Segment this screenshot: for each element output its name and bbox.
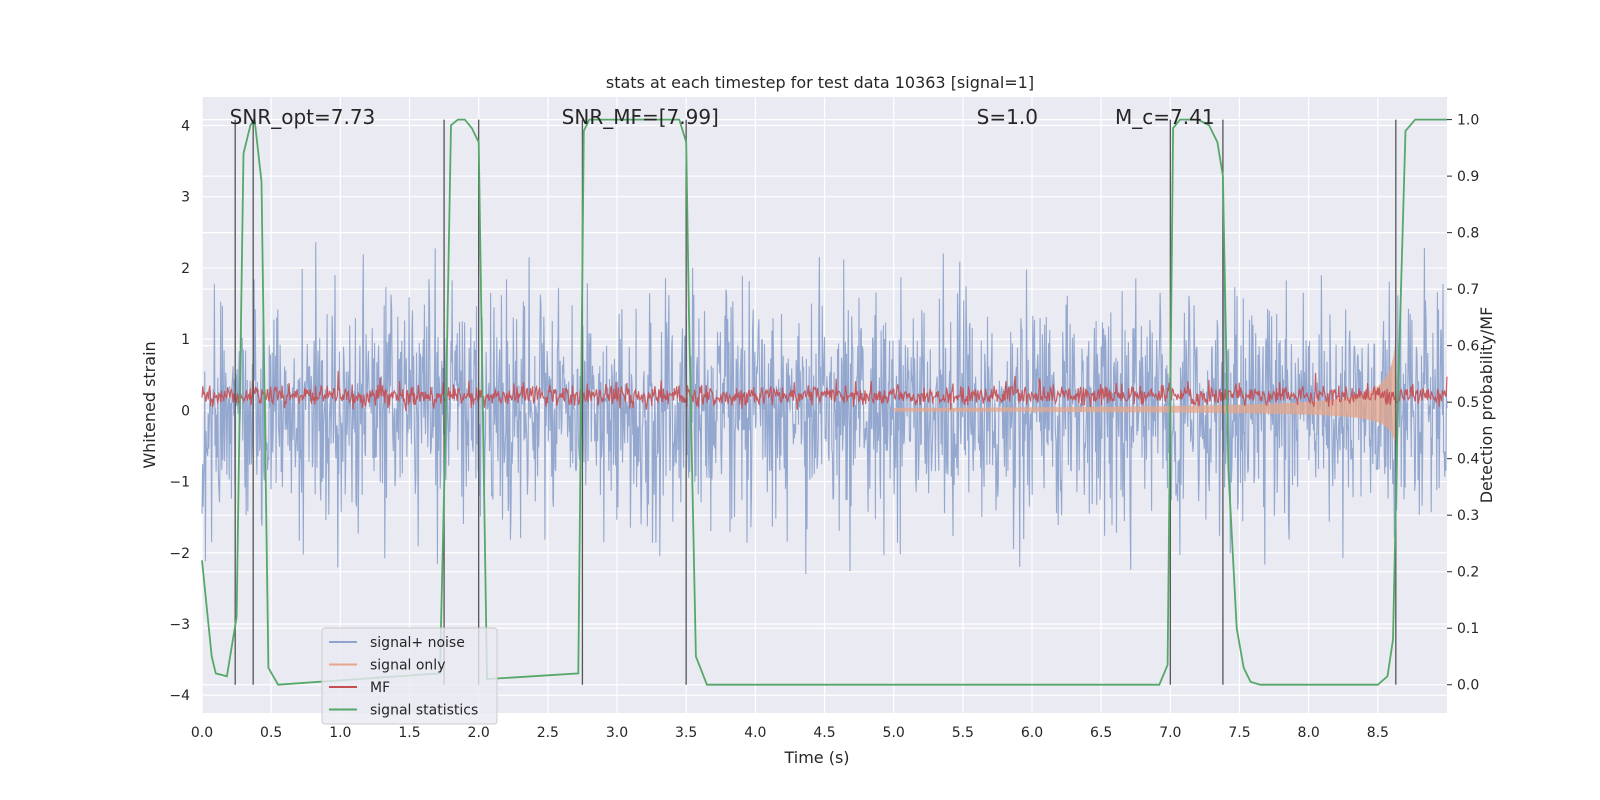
y2-tick-label: 0.4 — [1457, 452, 1479, 468]
y-tick-label: 4 — [181, 118, 190, 134]
annotation-label: SNR_opt=7.73 — [230, 105, 376, 129]
legend-label: signal+ noise — [370, 635, 465, 651]
legend-box — [321, 627, 498, 725]
signal-statistics-line — [201, 117, 1447, 686]
mf-line — [201, 370, 1448, 412]
y-axis-label: Whitened strain — [140, 341, 159, 468]
y2-tick-label: 0.6 — [1457, 339, 1479, 355]
x-tick-label: 1.0 — [329, 725, 351, 741]
y-tick-label: −1 — [169, 475, 190, 491]
x-tick-label: 3.0 — [606, 725, 628, 741]
annotation-label: S=1.0 — [977, 105, 1038, 129]
x-tick-label: 1.5 — [398, 725, 420, 741]
x-tick-label: 6.5 — [1090, 725, 1112, 741]
annotation-label: SNR_MF=[7.99] — [562, 105, 719, 129]
y2-tick-label: 0.3 — [1457, 508, 1479, 524]
y-tick-label: −4 — [169, 688, 190, 704]
y2-tick-labels: 1.0 0.9 0.8 0.7 0.6 0.5 0.4 0.3 0.2 0.1 0.0 — [1447, 113, 1479, 694]
y-tick-label: −3 — [169, 617, 190, 633]
x-tick-label: 2.5 — [537, 725, 559, 741]
y-tick-label: 2 — [181, 261, 190, 277]
y2-tick-label: 0.2 — [1457, 565, 1479, 581]
mf-series — [201, 370, 1448, 412]
x-tick-label: 6.0 — [1021, 725, 1043, 741]
y-tick-label: 3 — [181, 190, 190, 206]
y2-axis-label: Detection probability/MF — [1477, 307, 1496, 504]
x-tick-labels: 0.0 0.5 1.0 1.5 2.0 2.5 3.0 3.5 4.0 4.5 5.0 5.5 6.0 6… — [191, 725, 1389, 741]
y2-tick-label: 0.1 — [1457, 621, 1479, 637]
y2-tick-label: 1.0 — [1457, 113, 1479, 129]
x-tick-label: 2.0 — [468, 725, 490, 741]
x-tick-label: 3.5 — [675, 725, 697, 741]
y2-tick-label: 0.7 — [1457, 282, 1479, 298]
legend-label: signal statistics — [370, 703, 478, 719]
legend-label: signal only — [370, 658, 445, 674]
x-tick-label: 7.5 — [1228, 725, 1250, 741]
x-tick-label: 5.5 — [952, 725, 974, 741]
chart-title: stats at each timestep for test data 103… — [606, 73, 1034, 92]
y2-tick-label: 0.0 — [1457, 678, 1479, 694]
x-tick-label: 4.5 — [813, 725, 835, 741]
x-tick-label: 4.0 — [744, 725, 766, 741]
y2-tick-label: 0.8 — [1457, 226, 1479, 242]
annotations: SNR_opt=7.73 SNR_MF=[7.99] S=1.0 M_c=7.41 — [230, 105, 1215, 129]
y-tick-labels: 4 3 2 1 0 −1 −2 −3 −4 — [169, 118, 190, 704]
x-tick-label: 5.0 — [883, 725, 905, 741]
signal-statistics-series — [201, 117, 1447, 686]
x-axis-label: Time (s) — [783, 748, 849, 767]
legend-label: MF — [370, 680, 390, 696]
x-tick-label: 0.0 — [191, 725, 213, 741]
annotation-label: M_c=7.41 — [1115, 105, 1215, 129]
legend: signal+ noise signal only MF signal statist… — [321, 627, 498, 725]
y2-tick-label: 0.5 — [1457, 395, 1479, 411]
y-tick-label: 0 — [181, 403, 190, 419]
y-tick-label: −2 — [169, 546, 190, 562]
x-tick-label: 8.5 — [1367, 725, 1389, 741]
x-tick-label: 8.0 — [1298, 725, 1320, 741]
x-tick-label: 0.5 — [260, 725, 282, 741]
y-tick-label: 1 — [181, 332, 190, 348]
x-tick-label: 7.0 — [1159, 725, 1181, 741]
y2-tick-label: 0.9 — [1457, 169, 1479, 185]
